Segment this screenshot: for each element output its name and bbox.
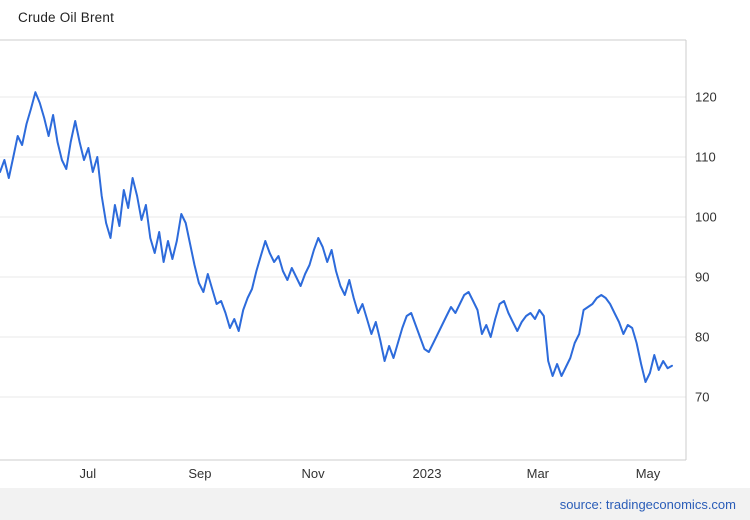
y-axis-label: 100 [695,210,717,225]
x-axis-label: Sep [188,466,211,481]
source-link[interactable]: source: tradingeconomics.com [559,496,736,512]
y-axis-label: 110 [695,150,716,165]
source-bar: source: tradingeconomics.com [0,488,750,520]
y-axis-label: 70 [695,390,709,405]
y-axis-label: 90 [695,270,709,285]
x-axis-label: Nov [301,466,325,481]
y-axis-label: 120 [695,90,717,105]
chart-title: Crude Oil Brent [18,10,115,25]
price-line [0,91,673,383]
x-axis-label: Jul [79,466,96,481]
price-line-chart: 70 80 90 100 110 120 Jul Sep Nov 2023 Mar May [0,39,717,481]
x-axis-label: Mar [527,466,550,481]
x-axis-label: May [636,466,661,481]
x-axis-label: 2023 [413,466,442,481]
y-axis-label: 80 [695,330,709,345]
